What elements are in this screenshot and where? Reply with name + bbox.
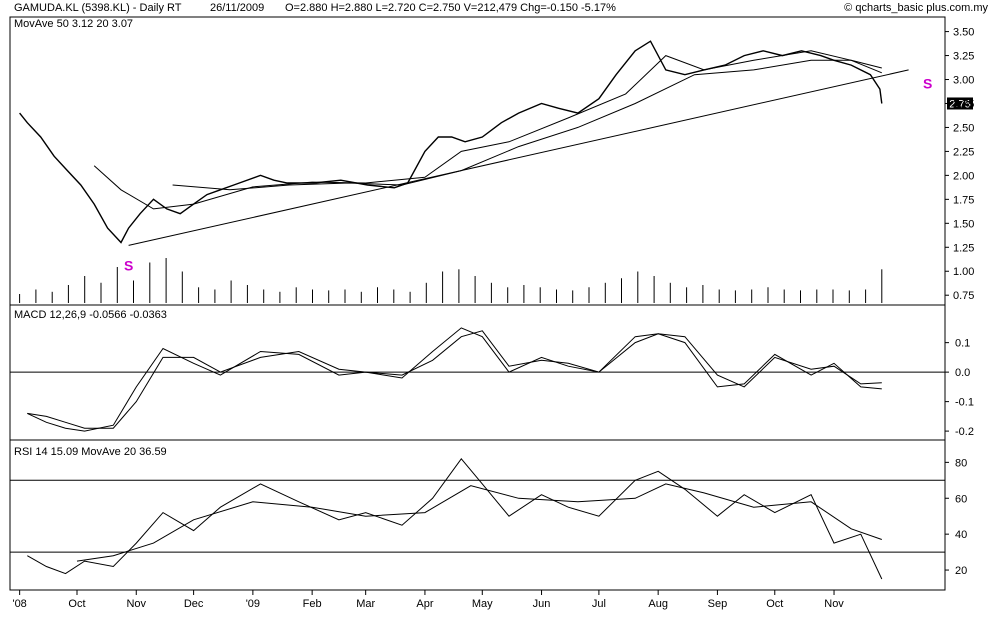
rsi-y-tick-label: 80 (955, 457, 967, 469)
macd-y-tick-label: 0.1 (955, 338, 970, 350)
rsi-title: RSI 14 15.09 MovAve 20 36.59 (14, 446, 167, 458)
x-axis-label: Jul (592, 598, 606, 610)
price-y-tick-label: 3.25 (953, 51, 974, 63)
moving-average-readout: MovAve 50 3.12 20 3.07 (14, 18, 133, 30)
macd-series-signal (27, 330, 882, 429)
price-y-tick-label: 3.50 (953, 27, 974, 39)
x-axis-label: Apr (416, 598, 433, 610)
price-y-tick-label: 1.75 (953, 194, 974, 206)
volume-plot (19, 258, 883, 303)
x-axis-label: Oct (68, 598, 85, 610)
price-y-tick-label: 1.50 (953, 218, 974, 230)
chart-date: 26/11/2009 (210, 2, 264, 14)
x-axis-label: Mar (356, 598, 375, 610)
rsi-y-tick-label: 60 (955, 493, 967, 505)
x-axis-label: Jun (533, 598, 551, 610)
price-series-movave-50 (172, 59, 882, 191)
rsi-panel-frame (9, 439, 946, 591)
rsi-series-movave-20 (76, 483, 882, 562)
macd-plot: 0.1 0.0 -0.1 -0.2 (10, 327, 974, 438)
x-axis-label: '08 (12, 598, 26, 610)
sell-signal-marker: S (124, 257, 133, 273)
price-y-tick-label: 2.25 (953, 146, 974, 158)
x-axis-label: Sep (708, 598, 728, 610)
macd-series-macd (27, 327, 882, 432)
x-axis-label: Feb (303, 598, 322, 610)
price-y-tick-label: 2.50 (953, 122, 974, 134)
price-series-price (19, 40, 883, 244)
macd-y-tick-label: -0.1 (955, 397, 974, 409)
rsi-series-rsi-14 (27, 457, 883, 580)
price-y-tick-label: 2.75 (953, 98, 974, 110)
macd-y-tick-label: 0.0 (955, 367, 970, 379)
price-y-tick-label: 1.25 (953, 242, 974, 254)
price-plot: 2.75 S S 3.50 3.25 3.00 2.75 2.50 2.25 2.00 1.75 1.… (19, 27, 974, 302)
rsi-plot: 80 60 40 20 (10, 457, 967, 580)
rsi-y-tick-label: 40 (955, 529, 967, 541)
price-series-movave-20 (93, 50, 882, 210)
axes: '08 Oct Nov Dec '09 Feb Mar Apr May Jun Jul Aug Sep O… (12, 590, 844, 610)
price-panel-frame (9, 16, 946, 306)
x-axis-label: Nov (824, 598, 844, 610)
chart-title: GAMUDA.KL (5398.KL) - Daily RT (14, 2, 182, 14)
price-y-tick-label: 3.00 (953, 75, 974, 87)
rsi-y-tick-label: 20 (955, 565, 967, 577)
price-y-tick-label: 1.00 (953, 266, 974, 278)
last-price-label: 2.75 (949, 98, 970, 110)
x-axis-label: Aug (648, 598, 668, 610)
price-y-tick-label: 2.00 (953, 170, 974, 182)
macd-y-tick-label: -0.2 (955, 426, 974, 438)
copyright-text: © qcharts_basic plus.com.my (844, 2, 988, 14)
price-series-trendline (128, 69, 909, 246)
last-price-box (947, 97, 973, 110)
x-axis-label: Dec (184, 598, 204, 610)
x-axis-label: Nov (126, 598, 146, 610)
price-y-tick-label: 0.75 (953, 290, 974, 302)
x-axis-label: Oct (766, 598, 783, 610)
x-axis-label: '09 (246, 598, 260, 610)
ohlc-readout: O=2.880 H=2.880 L=2.720 C=2.750 V=212,47… (285, 2, 616, 14)
x-axis-label: May (472, 598, 493, 610)
macd-title: MACD 12,26,9 -0.0566 -0.0363 (14, 309, 167, 321)
sell-signal-marker: S (923, 75, 932, 91)
